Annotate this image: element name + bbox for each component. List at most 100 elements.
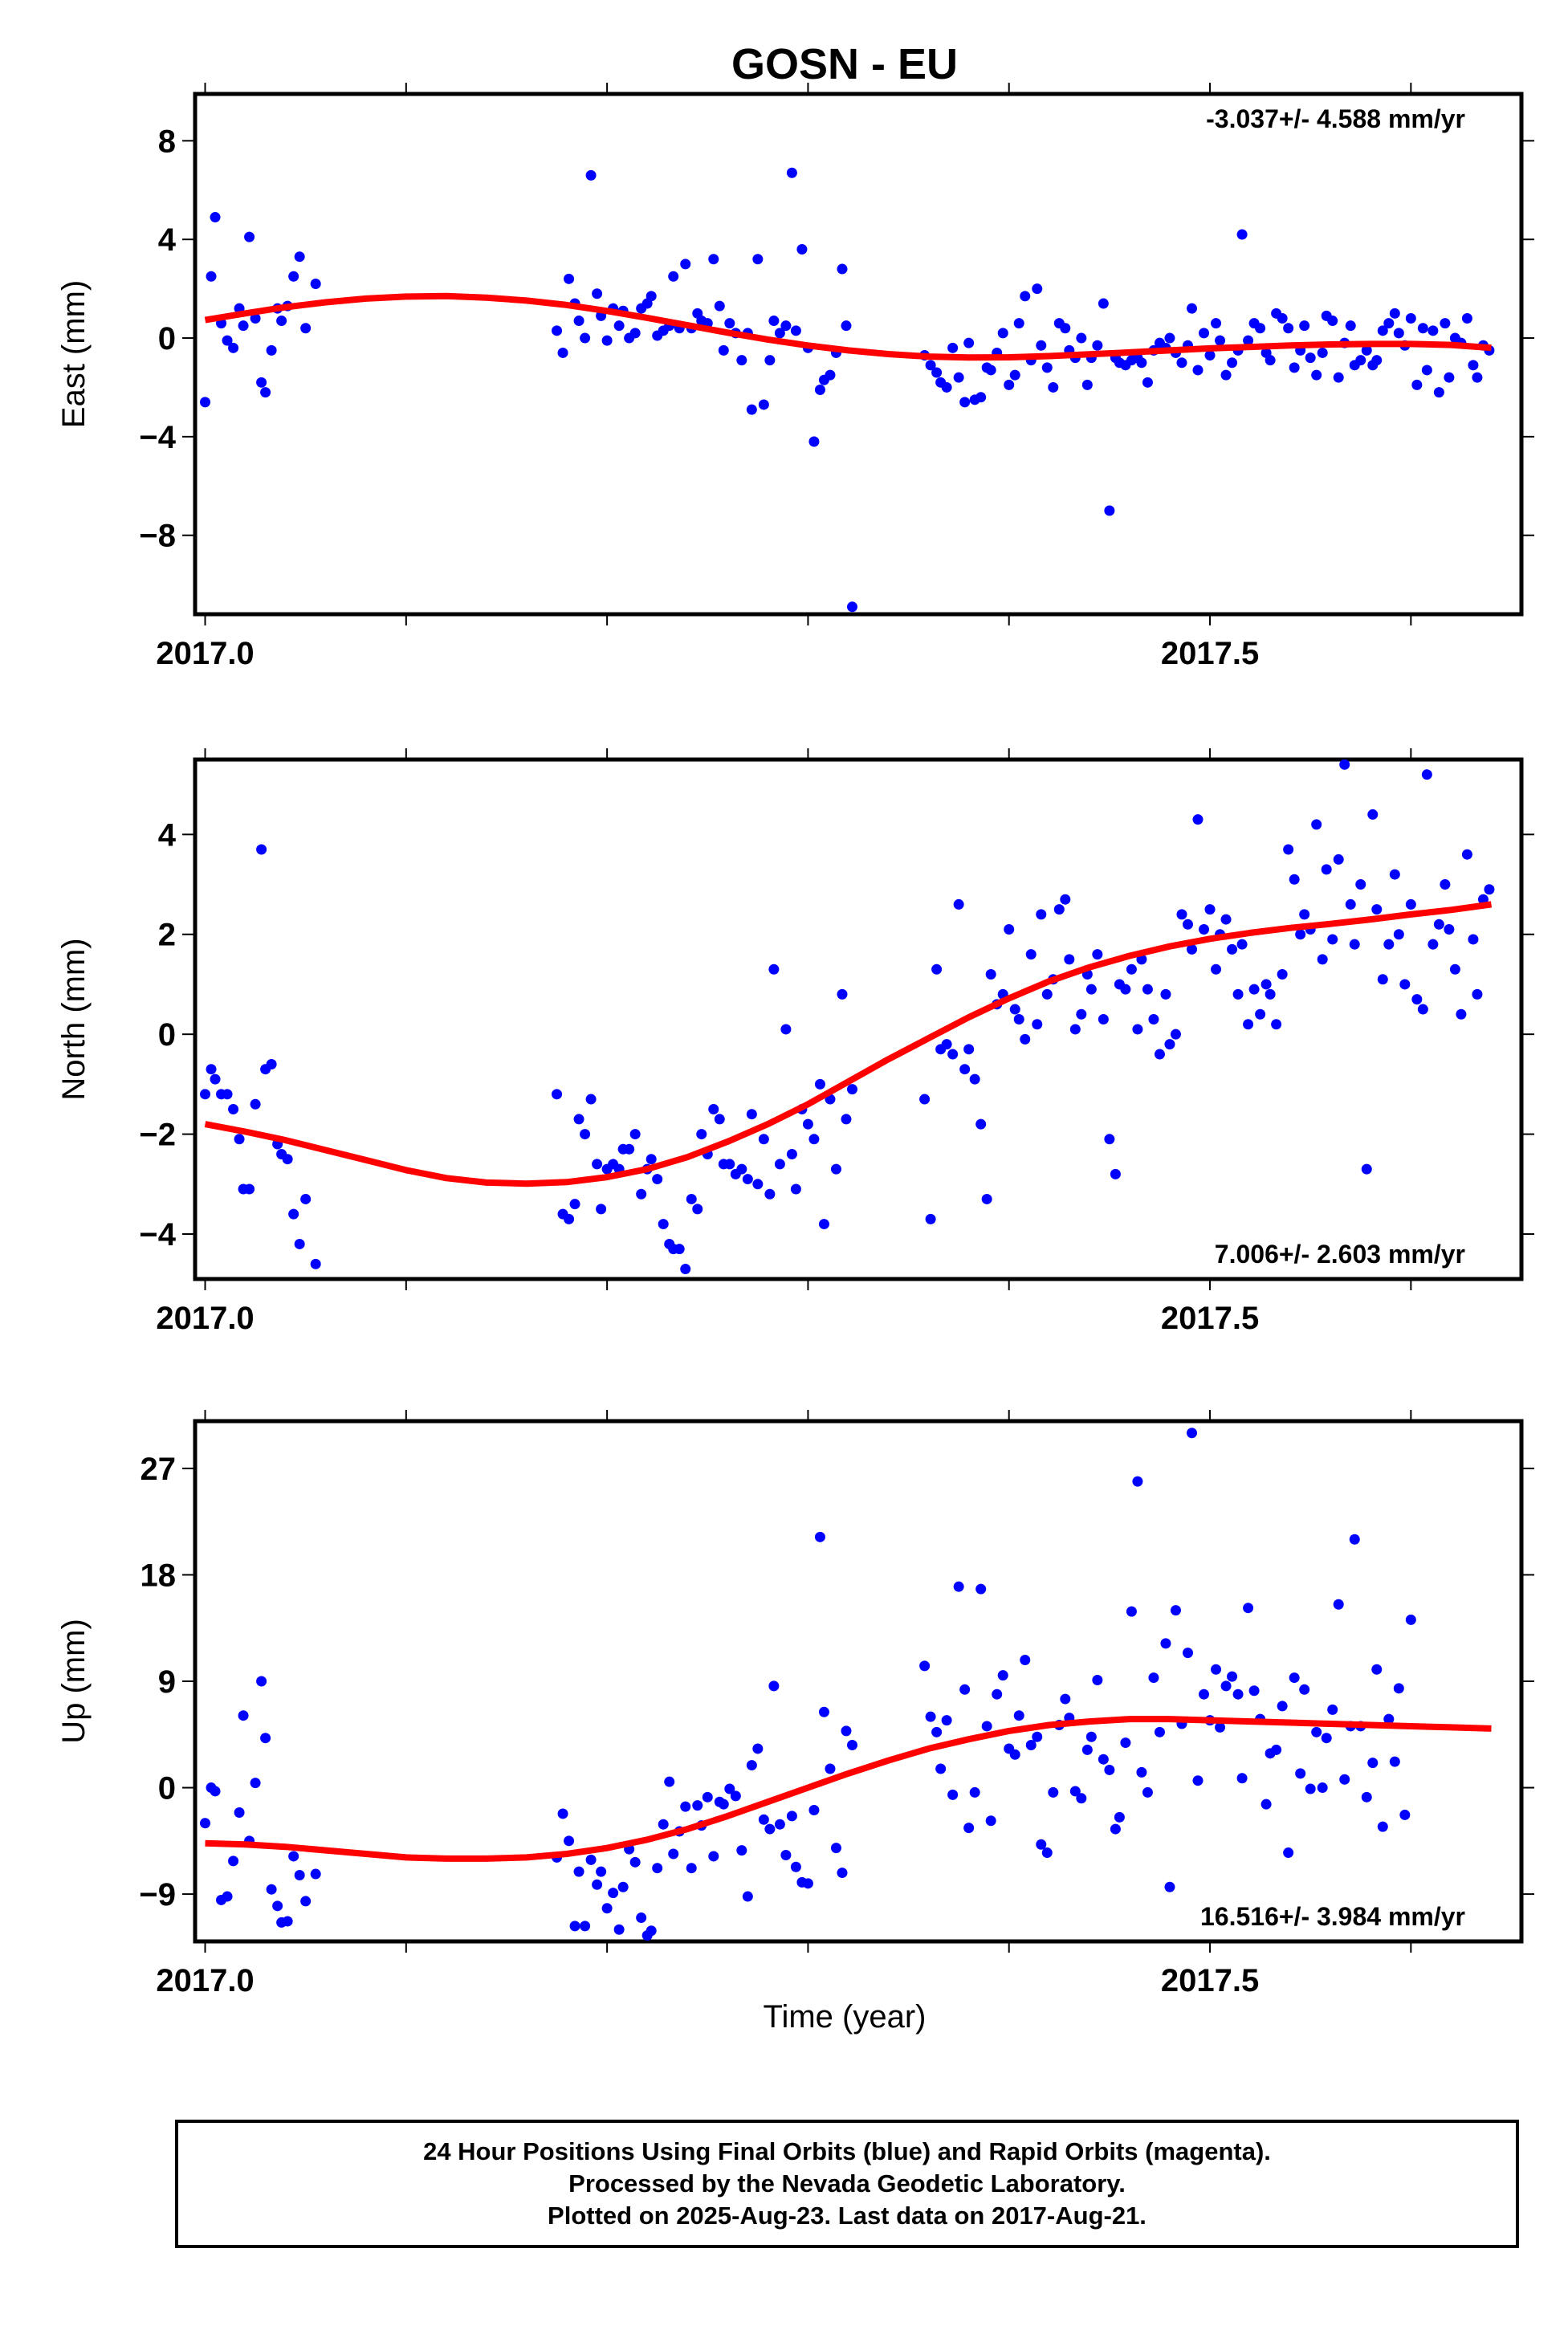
east-data-point	[1227, 357, 1238, 369]
north-data-point	[1255, 1008, 1266, 1020]
up-data-point	[294, 1870, 305, 1881]
east-data-point	[1440, 318, 1451, 329]
up-data-point	[1468, 0, 1478, 6]
up-data-point	[1020, 1654, 1031, 1665]
up-data-point	[1187, 1428, 1198, 1439]
north-data-point	[1389, 869, 1400, 880]
up-data-point	[841, 1725, 852, 1737]
up-data-point	[947, 1789, 959, 1800]
east-data-point	[963, 337, 975, 348]
north-data-point	[768, 963, 780, 975]
up-data-point	[1299, 1684, 1310, 1695]
up-data-point	[992, 1688, 1003, 1700]
north-data-point	[1120, 984, 1131, 995]
north-data-point	[846, 1084, 857, 1095]
east-data-point	[1417, 323, 1428, 334]
north-rate-label: 7.006+/- 2.603 mm/yr	[1215, 1240, 1465, 1269]
north-data-point	[680, 1264, 691, 1275]
up-data-point	[1321, 1733, 1332, 1744]
north-data-point	[1361, 1163, 1372, 1175]
up-data-point	[680, 1801, 691, 1812]
up-plot-frame	[193, 1419, 1524, 1944]
north-data-point	[564, 1213, 575, 1224]
east-data-point	[1371, 355, 1383, 366]
up-data-point	[658, 1819, 669, 1830]
north-data-point	[1211, 963, 1222, 975]
up-data-point	[1154, 1726, 1165, 1737]
north-data-point	[1160, 988, 1171, 1000]
up-data-point	[1192, 1775, 1203, 1786]
chart-title: GOSN - EU	[731, 40, 958, 88]
up-rate-label: 16.516+/- 3.984 mm/yr	[1200, 1902, 1465, 1931]
east-data-point	[736, 355, 747, 366]
east-data-point	[592, 288, 603, 299]
up-data-point	[1271, 1744, 1282, 1755]
up-data-point	[1142, 1786, 1153, 1798]
north-data-point	[1311, 819, 1322, 830]
north-data-point	[636, 1188, 647, 1200]
east-data-point	[758, 399, 769, 410]
east-data-point	[768, 316, 780, 327]
north-data-point	[1299, 909, 1310, 920]
north-data-point	[1192, 814, 1203, 825]
up-data-point	[557, 1808, 568, 1819]
east-data-point	[1361, 344, 1372, 356]
east-data-point	[238, 320, 249, 332]
up-data-point	[1013, 1710, 1024, 1721]
east-data-point	[222, 335, 233, 346]
north-data-point	[1032, 1019, 1043, 1030]
north-points	[200, 760, 1495, 1275]
up-data-point	[1232, 1688, 1244, 1700]
up-data-point	[1199, 1688, 1210, 1700]
north-data-point	[310, 1258, 321, 1269]
east-data-point	[1220, 369, 1232, 381]
north-x-tick-label: 2017.0	[156, 1301, 254, 1336]
east-data-point	[1421, 365, 1432, 376]
north-data-point	[282, 1154, 293, 1165]
north-data-point	[1433, 919, 1444, 930]
up-data-point	[1182, 1648, 1193, 1659]
up-data-point	[1317, 1782, 1328, 1794]
up-data-point	[1411, 0, 1422, 6]
east-data-point	[228, 342, 239, 353]
east-data-point	[796, 243, 808, 255]
east-y-tick-label: 8	[158, 124, 176, 159]
north-data-point	[210, 1073, 221, 1085]
up-data-point	[1389, 1756, 1400, 1767]
up-data-point	[1060, 1693, 1071, 1705]
north-data-point	[1036, 909, 1047, 920]
north-data-point	[696, 1129, 707, 1140]
up-data-point	[272, 1900, 283, 1912]
up-data-point	[1170, 1605, 1181, 1616]
north-data-point	[1053, 904, 1065, 915]
east-data-point	[1211, 318, 1222, 329]
up-data-point	[260, 1733, 271, 1744]
east-data-point	[1081, 379, 1093, 390]
up-data-point	[708, 1851, 719, 1862]
north-data-point	[925, 1213, 936, 1224]
north-data-point	[708, 1103, 719, 1114]
north-data-point	[736, 1163, 747, 1175]
north-data-point	[300, 1193, 312, 1204]
up-data-point	[1456, 0, 1466, 6]
north-data-point	[646, 1154, 657, 1165]
up-data-point	[1371, 1664, 1383, 1675]
north-y-tick-label: 0	[158, 1017, 176, 1053]
north-data-point	[931, 963, 943, 975]
north-data-point	[1417, 1004, 1428, 1015]
up-data-point	[1450, 0, 1460, 6]
up-y-tick-label: 27	[141, 1452, 177, 1487]
north-data-point	[580, 1129, 591, 1140]
north-data-point	[1132, 1024, 1143, 1035]
north-data-point	[841, 1114, 852, 1125]
up-data-point	[1361, 1791, 1372, 1802]
up-data-point	[768, 1680, 780, 1692]
north-data-point	[790, 1183, 801, 1195]
east-panel: 2017.0 2017.5 −8 −4 0 4 8 East (mm) -3.037+/- 4.…	[56, 83, 1534, 671]
up-data-point	[664, 1776, 675, 1787]
north-data-point	[830, 1163, 841, 1175]
east-data-point	[714, 300, 725, 312]
up-data-point	[1295, 1768, 1306, 1779]
north-data-point	[256, 844, 267, 855]
east-data-point	[260, 387, 271, 398]
